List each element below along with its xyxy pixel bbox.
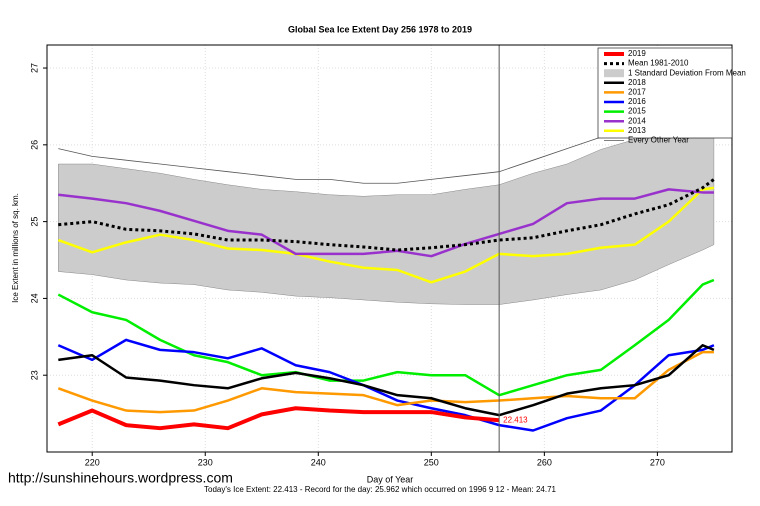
series-line [57, 338, 715, 432]
x-tick-label: 220 [85, 457, 100, 467]
x-tick-label: 230 [198, 457, 213, 467]
series-line [57, 406, 500, 431]
y-tick-label: 24 [29, 293, 39, 303]
footnote: Today's Ice Extent: 22.413 - Record for … [204, 485, 557, 494]
series-line [58, 188, 714, 258]
legend-label: 2017 [628, 88, 646, 97]
x-tick-label: 250 [424, 457, 439, 467]
watermark: http://sunshinehours.wordpress.com [8, 470, 233, 486]
legend-label: 1 Standard Deviation From Mean [628, 68, 746, 77]
series-line [57, 350, 714, 414]
y-tick-label: 26 [29, 140, 39, 150]
y-axis-label: Ice Extent in millions of sq. km. [11, 193, 20, 303]
y-tick-label: 23 [29, 370, 39, 380]
std-band [58, 109, 715, 305]
legend-label: 2016 [628, 97, 646, 106]
x-tick-label: 240 [311, 457, 326, 467]
series-line [57, 278, 715, 397]
series-line [58, 178, 715, 252]
legend-label: 2014 [628, 116, 646, 125]
chart-title: Global Sea Ice Extent Day 256 1978 to 20… [288, 24, 472, 34]
legend-label: 2019 [628, 49, 646, 58]
legend-swatch [604, 69, 624, 78]
legend-label: 2015 [628, 107, 646, 116]
y-tick-label: 25 [29, 217, 39, 227]
series-line [58, 344, 715, 417]
legend-label: 2013 [628, 126, 646, 135]
x-axis-label: Day of Year [367, 474, 414, 484]
x-tick-label: 270 [650, 457, 665, 467]
series-line [57, 186, 715, 284]
y-tick-label: 27 [29, 63, 39, 73]
legend-label: Mean 1981-2010 [628, 59, 689, 68]
legend-label: Every Other Year [628, 136, 689, 145]
legend-label: 2018 [628, 78, 646, 87]
x-tick-label: 260 [537, 457, 552, 467]
annotation: 22.413 [503, 415, 528, 424]
plot-frame [46, 44, 733, 453]
